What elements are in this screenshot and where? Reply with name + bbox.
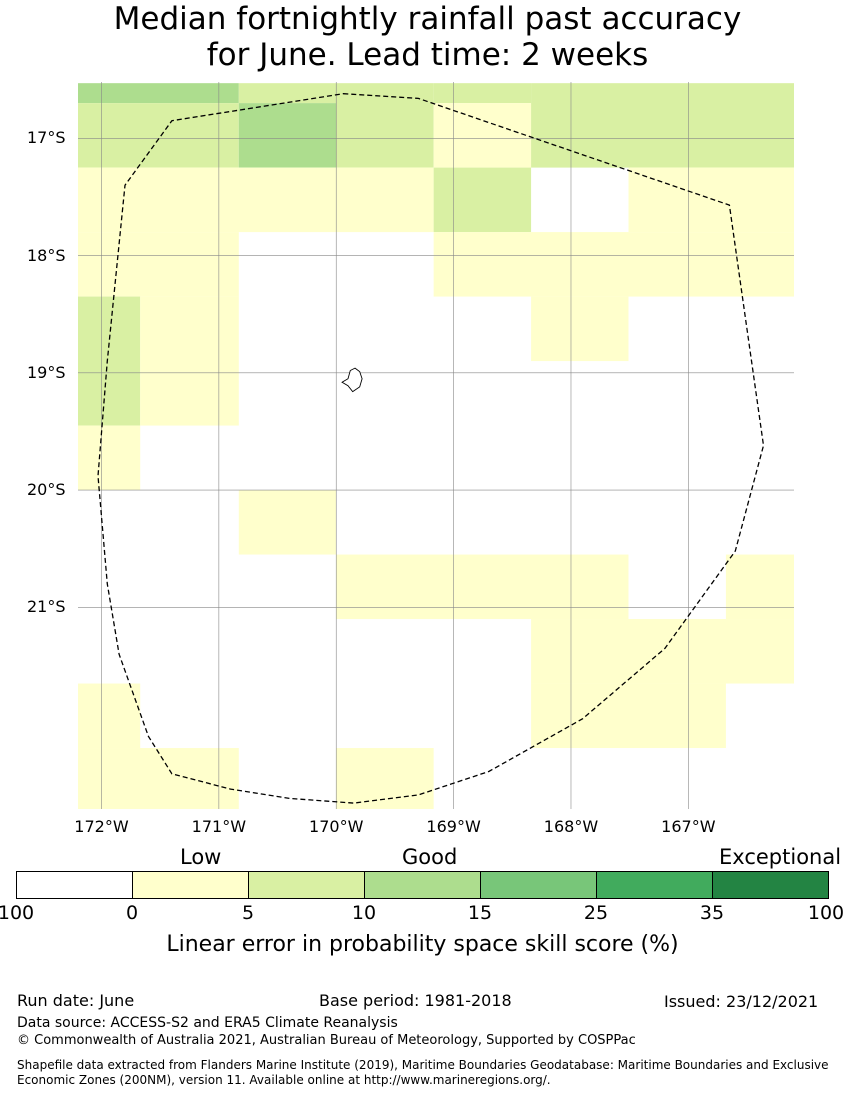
colorbar-tick: 25 <box>583 902 609 924</box>
longitude-label: 167°W <box>661 817 716 836</box>
colorbar-segment-1 <box>17 872 133 898</box>
run-date: Run date: June <box>17 991 135 1010</box>
colorbar <box>16 871 829 899</box>
copyright: © Commonwealth of Australia 2021, Austra… <box>17 1033 636 1048</box>
legend-category-exceptional: Exceptional <box>719 845 842 869</box>
colorbar-tick: 35 <box>699 902 725 924</box>
map-title-line-1: Median fortnightly rainfall past accurac… <box>113 1 742 37</box>
skill-cell <box>433 167 532 233</box>
colorbar-tick: 0 <box>125 902 139 924</box>
colorbar-tick: 100 <box>807 902 845 924</box>
longitude-label: 168°W <box>543 817 599 836</box>
issued-date: Issued: 23/12/2021 <box>664 992 819 1011</box>
colorbar-tick: 15 <box>467 902 493 924</box>
colorbar-tick: 10 <box>351 902 377 924</box>
graticule <box>78 82 794 809</box>
skill-cells <box>78 83 794 809</box>
colorbar-segment-6 <box>597 872 713 898</box>
skill-cell <box>78 103 239 168</box>
skill-cell <box>336 748 434 809</box>
skill-cell <box>238 490 337 555</box>
colorbar-segment-3 <box>249 872 365 898</box>
skill-cell <box>238 103 337 168</box>
skill-cell <box>531 619 794 684</box>
shapefile-credit: Shapefile data extracted from Flanders M… <box>17 1058 829 1087</box>
skill-score-map <box>78 82 794 809</box>
longitude-label: 171°W <box>191 817 247 836</box>
skill-cell <box>78 83 239 104</box>
latitude-label: 18°S <box>27 245 66 265</box>
skill-cell <box>531 296 629 362</box>
colorbar-segment-5 <box>481 872 597 898</box>
skill-cell <box>628 167 794 233</box>
data-source: Data source: ACCESS-S2 and ERA5 Climate … <box>17 1015 398 1031</box>
skill-cell <box>433 232 794 297</box>
skill-cell <box>78 425 141 491</box>
skill-cell <box>433 83 532 104</box>
skill-cell <box>433 103 532 168</box>
colorbar-tick: 5 <box>241 902 255 924</box>
colorbar-label: Linear error in probability space skill … <box>166 932 679 957</box>
skill-cell <box>336 83 434 168</box>
skill-cell <box>78 748 239 809</box>
skill-cell <box>725 554 794 620</box>
skill-cell <box>78 296 141 426</box>
skill-cell <box>78 683 141 749</box>
skill-cell <box>336 554 629 620</box>
base-period: Base period: 1981-2018 <box>319 991 512 1010</box>
skill-cell <box>140 296 239 426</box>
skill-cell <box>531 83 794 168</box>
latitude-label: 17°S <box>27 128 66 148</box>
niue-island-outline <box>341 367 363 393</box>
legend-category-good: Good <box>402 845 458 869</box>
longitude-label: 172°W <box>74 817 129 836</box>
map-title-line-2: for June. Lead time: 2 weeks <box>206 37 649 73</box>
legend-category-low: Low <box>180 845 222 869</box>
longitude-label: 170°W <box>309 817 364 836</box>
latitude-label: 20°S <box>27 480 66 500</box>
colorbar-segment-4 <box>365 872 481 898</box>
eez-boundary <box>97 93 765 804</box>
latitude-label: 21°S <box>27 597 66 617</box>
skill-cell <box>78 167 434 233</box>
skill-cell <box>78 232 239 297</box>
latitude-label: 19°S <box>27 362 66 382</box>
skill-cell <box>531 683 726 749</box>
colorbar-tick: 100 <box>0 902 35 924</box>
skill-cell <box>238 83 337 104</box>
longitude-label: 169°W <box>426 817 481 836</box>
colorbar-segment-7 <box>713 872 828 898</box>
colorbar-segment-2 <box>133 872 249 898</box>
